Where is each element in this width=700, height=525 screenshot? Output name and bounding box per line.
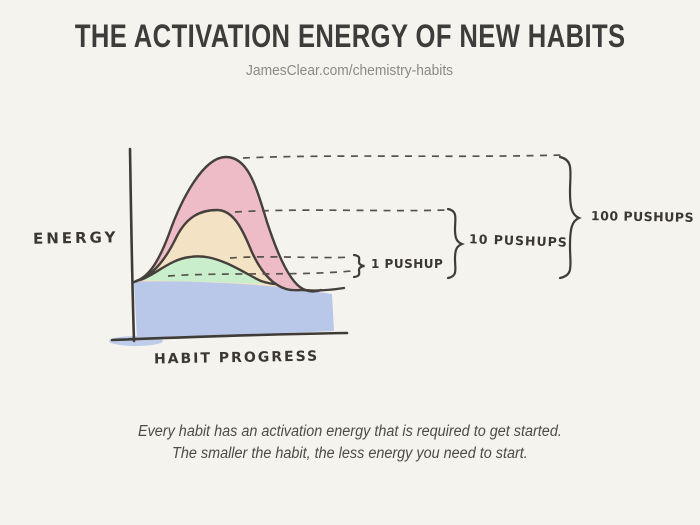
brace-10-pushups — [446, 207, 465, 280]
baseline-energy-area — [134, 281, 334, 339]
dashed-line-100-pushups-peak — [242, 154, 563, 159]
brace-100-pushups — [558, 155, 582, 280]
dashed-line-10-pushups-peak — [234, 209, 447, 213]
curve-1-pushup-line — [138, 255, 278, 286]
subheader: JamesClear.com/chemistry-habits — [0, 62, 700, 80]
annotation-100-pushups: 100 PUSHUPS — [590, 208, 695, 225]
caption-line-1: Every habit has an activation energy tha… — [138, 423, 562, 440]
x-axis-label: HABIT PROGRESS — [153, 348, 320, 368]
curve-tail-line — [301, 286, 346, 292]
curve-10-pushups-line — [134, 208, 305, 292]
curve-1-pushup-fill — [140, 256, 276, 284]
source-url-text: JamesClear.com/chemistry-habits — [246, 62, 454, 79]
dashed-line-1-pushup-peak — [229, 256, 352, 259]
y-axis-label: ENERGY — [32, 228, 119, 248]
x-axis-line — [110, 331, 349, 342]
annotation-1-pushup: 1 PUSHUP — [371, 257, 444, 271]
caption-line-2: The smaller the habit, the less energy y… — [172, 445, 528, 463]
page-title: THE ACTIVATION ENERGY OF NEW HABITS — [74, 18, 626, 54]
caption: Every habit has an activation energy tha… — [0, 421, 700, 466]
dashed-line-baseline — [167, 270, 352, 277]
header: THE ACTIVATION ENERGY OF NEW HABITS — [0, 18, 700, 55]
y-axis-line — [128, 147, 136, 343]
brace-1-pushup — [352, 253, 365, 279]
